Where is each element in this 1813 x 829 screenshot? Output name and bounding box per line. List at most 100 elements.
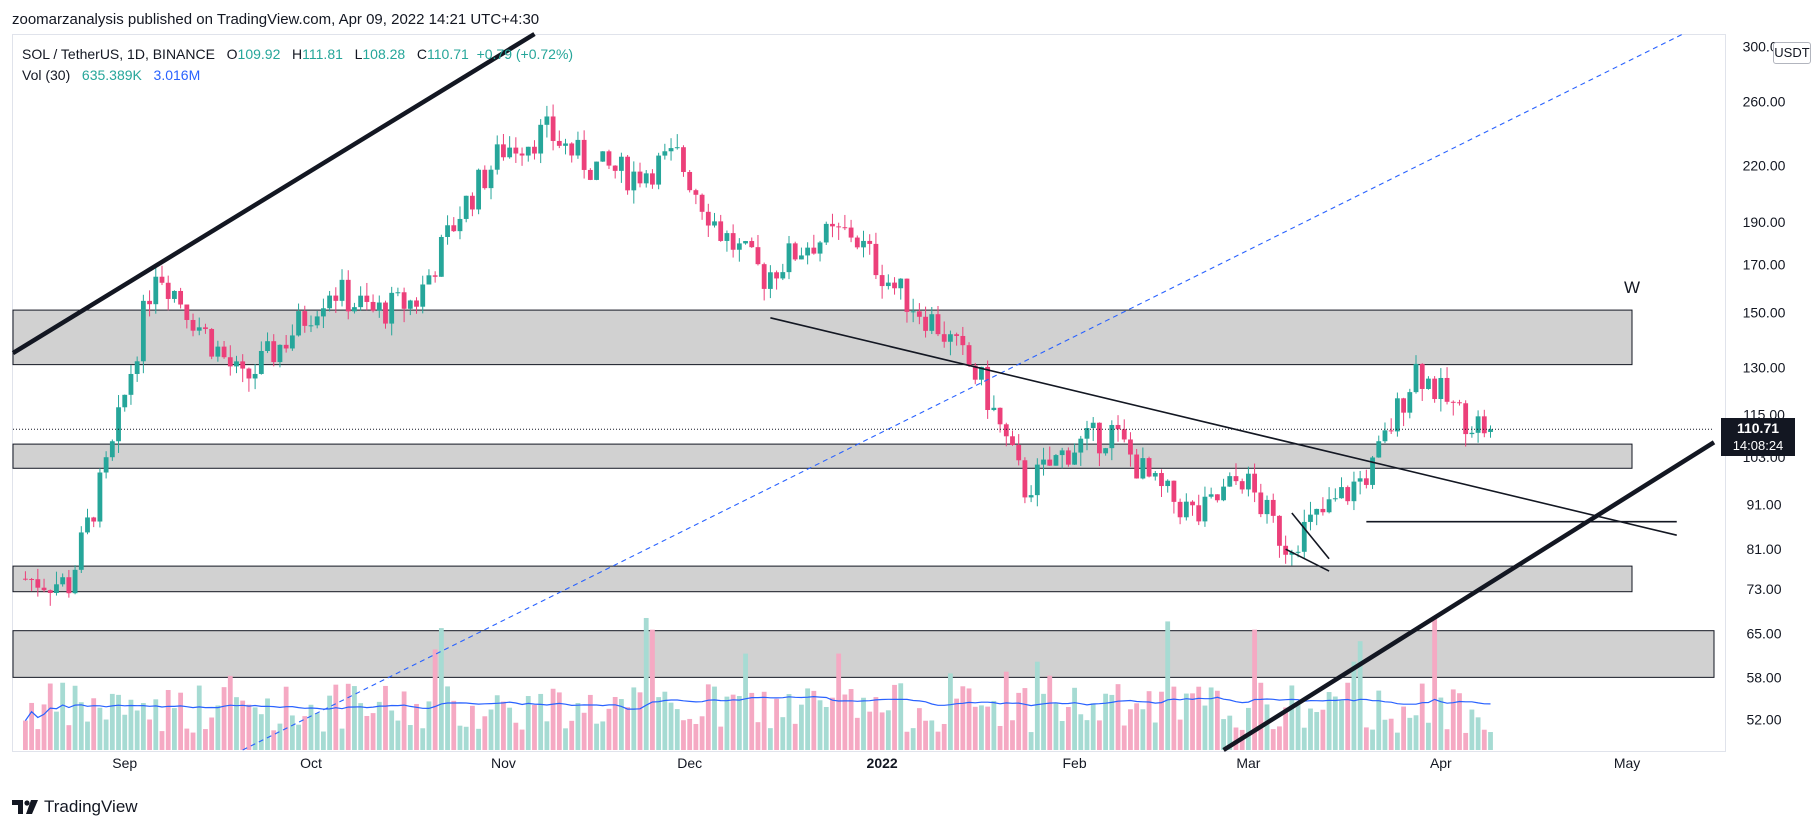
- tradingview-logo[interactable]: TradingView: [12, 797, 138, 817]
- candle-body: [1159, 473, 1164, 487]
- candle-body: [1097, 422, 1102, 454]
- volume-bar: [339, 728, 345, 750]
- price-zone: [12, 565, 1633, 593]
- candle-body: [767, 272, 773, 289]
- candle-body: [1214, 494, 1220, 501]
- candle-body: [587, 169, 593, 180]
- tradingview-logo-text: TradingView: [44, 797, 138, 816]
- volume-bar: [1426, 722, 1431, 750]
- volume-bar: [1159, 691, 1164, 750]
- volume-bar: [252, 707, 258, 750]
- volume-bar: [1432, 616, 1438, 750]
- candle-body: [196, 327, 202, 331]
- candle-body: [960, 335, 966, 346]
- candle-body: [612, 165, 618, 171]
- volume-bar: [1171, 686, 1177, 750]
- candle-body: [482, 169, 488, 189]
- volume-bar: [1214, 690, 1220, 750]
- candle-body: [1196, 505, 1202, 522]
- volume-bar: [401, 691, 407, 750]
- candle-body: [1413, 363, 1419, 393]
- symbol-title[interactable]: SOL / TetherUS, 1D, BINANCE: [22, 46, 215, 62]
- chart-frame[interactable]: [12, 34, 1726, 752]
- volume-bar: [1457, 693, 1462, 750]
- volume-bar: [929, 720, 935, 750]
- candle-body: [749, 241, 755, 248]
- candle-body: [1134, 454, 1140, 479]
- volume-bar: [469, 705, 475, 750]
- volume-bar: [1146, 691, 1152, 750]
- volume-bar: [321, 731, 326, 750]
- volume-bar: [35, 729, 41, 750]
- candle-body: [513, 147, 519, 154]
- candle-body: [1438, 377, 1444, 400]
- volume-bar: [314, 713, 320, 750]
- candle-body: [383, 302, 388, 324]
- candle-body: [929, 314, 935, 331]
- candle-body: [563, 143, 568, 146]
- candle-body: [569, 143, 575, 156]
- volume-bar: [867, 711, 873, 750]
- candle-body: [941, 334, 947, 342]
- price-tick-label: 58.00: [1746, 669, 1781, 685]
- volume-bar: [395, 720, 401, 750]
- candle-body: [743, 241, 748, 244]
- volume-bar: [749, 692, 755, 750]
- volume-bar: [625, 707, 630, 750]
- candle-body: [296, 311, 301, 336]
- candle-body: [147, 300, 152, 305]
- volume-bar: [1481, 729, 1487, 750]
- candle-body: [1419, 363, 1425, 389]
- candle-body: [438, 236, 444, 277]
- volume-bar: [184, 728, 190, 750]
- candle-body: [469, 195, 475, 210]
- candle-body: [128, 373, 134, 395]
- time-tick-label: Nov: [491, 755, 516, 771]
- volume-bar: [618, 699, 624, 750]
- volume-bar: [23, 720, 28, 750]
- candle-body: [401, 292, 407, 309]
- volume-bar: [140, 703, 146, 750]
- candle-body: [426, 275, 432, 285]
- candle-body: [302, 311, 308, 326]
- currency-button[interactable]: USDT: [1773, 42, 1811, 64]
- volume-bar: [221, 687, 227, 750]
- volume-bar: [72, 685, 78, 750]
- candle-body: [811, 247, 817, 254]
- volume-bar: [1345, 682, 1351, 750]
- tradingview-logo-icon: [12, 800, 38, 814]
- volume-bar: [1115, 684, 1121, 750]
- candle-body: [258, 350, 264, 374]
- volume-bar: [923, 720, 928, 750]
- candle-body: [600, 151, 606, 162]
- volume-bar: [283, 686, 289, 750]
- candle-body: [1270, 499, 1276, 516]
- candle-body: [339, 279, 345, 301]
- candle-body: [1165, 480, 1171, 487]
- candle-body: [668, 148, 674, 152]
- candle-body: [463, 195, 469, 219]
- candle-body: [1339, 487, 1344, 499]
- volume-bar: [1177, 719, 1183, 750]
- price-zone: [12, 630, 1715, 678]
- volume-bar: [792, 723, 798, 750]
- volume-bar: [836, 653, 842, 750]
- trendline: [11, 32, 536, 356]
- volume-bar: [718, 726, 724, 750]
- price-zone: [12, 443, 1633, 469]
- candle-body: [1239, 481, 1245, 490]
- candle-body: [165, 282, 171, 299]
- volume-bar: [1264, 704, 1270, 750]
- candle-body: [966, 345, 972, 366]
- volume-bar: [730, 694, 736, 750]
- candle-body: [1332, 498, 1338, 500]
- volume-bar: [426, 701, 432, 750]
- candle-body: [923, 316, 928, 331]
- candle-body: [736, 243, 742, 250]
- candle-body: [54, 584, 59, 593]
- volume-label[interactable]: Vol (30): [22, 67, 71, 83]
- candle-body: [445, 225, 450, 237]
- volume-bar: [538, 693, 544, 750]
- volume-bar: [1152, 722, 1158, 750]
